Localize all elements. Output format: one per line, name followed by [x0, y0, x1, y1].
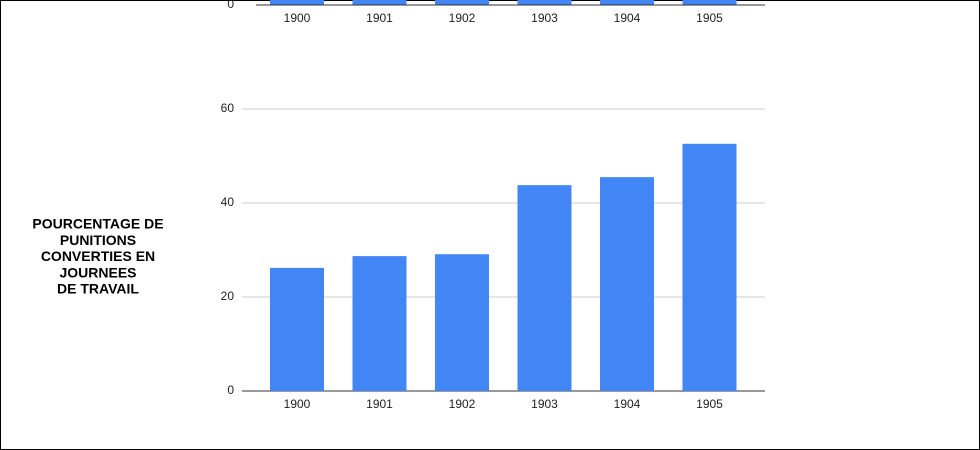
bar [517, 185, 572, 391]
x-tick-label: 1901 [366, 397, 393, 411]
bar-stub [352, 0, 407, 5]
y-tick-label: 0 [227, 0, 234, 11]
x-tick-label: 1903 [531, 11, 558, 25]
x-tick-label: 1900 [284, 11, 311, 25]
x-tick-label: 1903 [531, 397, 558, 411]
x-tick-label: 1901 [366, 11, 393, 25]
x-tick-label: 1905 [696, 397, 723, 411]
x-tick-label: 1902 [449, 11, 476, 25]
y-tick-label: 40 [221, 195, 235, 209]
bar [352, 256, 407, 391]
y-tick-label: 0 [227, 383, 234, 397]
y-axis-title: CONVERTIES EN [41, 248, 155, 264]
x-tick-label: 1902 [449, 397, 476, 411]
bar-stub [682, 0, 737, 5]
bar-stub [600, 0, 654, 5]
y-axis-title: DE TRAVAIL [57, 281, 139, 297]
bar [270, 267, 324, 391]
y-axis-title: JOURNEES [59, 264, 136, 280]
bar [435, 254, 489, 391]
bar [600, 177, 654, 391]
bar [682, 143, 737, 391]
x-tick-label: 1904 [614, 397, 641, 411]
bar-stub [517, 0, 572, 5]
bar-stub [270, 0, 324, 5]
y-axis-title: POURCENTAGE DE [32, 216, 163, 232]
y-tick-label: 20 [221, 289, 235, 303]
y-axis-title: PUNITIONS [60, 232, 136, 248]
y-tick-label: 60 [221, 101, 235, 115]
x-tick-label: 1905 [696, 11, 723, 25]
x-tick-label: 1900 [284, 397, 311, 411]
bar-stub [435, 0, 489, 5]
x-tick-label: 1904 [614, 11, 641, 25]
